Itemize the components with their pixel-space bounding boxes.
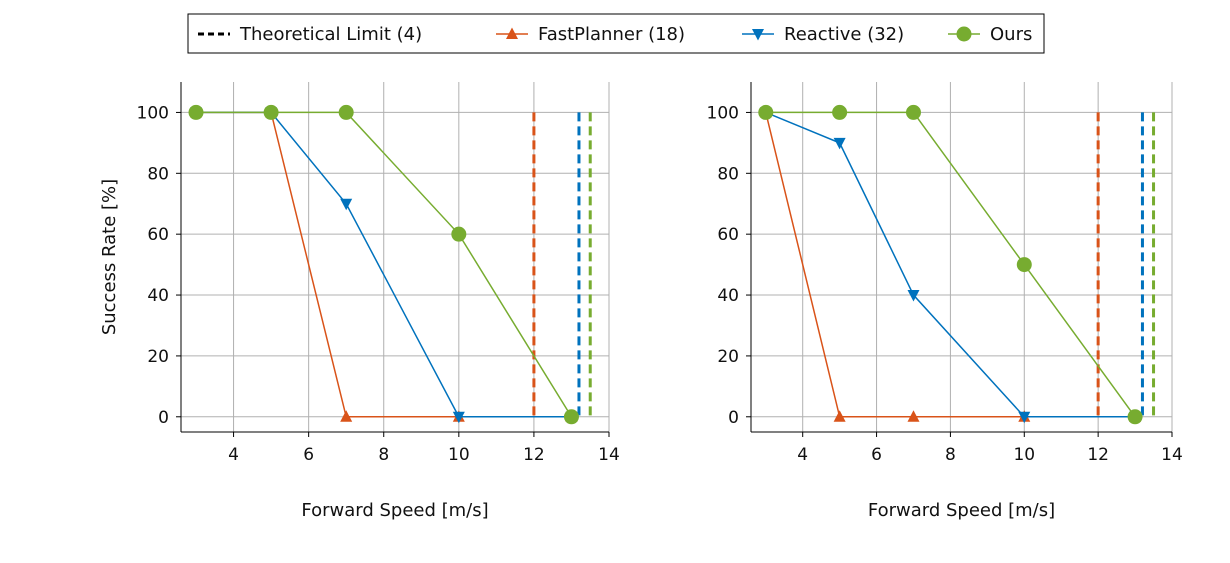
- series-1-point-3: [452, 411, 465, 424]
- series-2-point-0: [188, 104, 204, 120]
- x-tick-label-2: 8: [378, 445, 389, 465]
- series-2-point-4: [1127, 409, 1143, 425]
- series-2-point-0: [758, 104, 774, 120]
- series-1-point-3: [1018, 411, 1031, 424]
- legend-label-2: Reactive (32): [784, 24, 904, 45]
- y-tick-label-3: 60: [717, 225, 739, 245]
- x-tick-label-3: 10: [448, 445, 470, 465]
- x-tick-label-1: 6: [871, 445, 882, 465]
- y-tick-label-3: 60: [147, 225, 169, 245]
- series-2-point-4: [563, 409, 579, 425]
- series-0-point-1: [833, 410, 846, 422]
- y-tick-label-0: 0: [728, 408, 739, 428]
- x-tick-label-2: 8: [945, 445, 956, 465]
- series-2-point-3: [1016, 257, 1032, 273]
- series-2-point-2: [338, 104, 354, 120]
- legend-label-1: FastPlanner (18): [538, 24, 685, 45]
- x-tick-label-3: 10: [1013, 445, 1035, 465]
- y-tick-label-5: 100: [707, 103, 739, 123]
- legend-box: [187, 13, 1045, 54]
- x-tick-label-4: 12: [523, 445, 545, 465]
- series-1-point-2: [907, 290, 920, 302]
- legend-label-0: Theoretical Limit (4): [239, 24, 422, 45]
- y-tick-label-2: 40: [147, 286, 169, 306]
- series-2-point-3: [451, 226, 467, 242]
- chart-panel-left: 4 6 8 10 12 14 0 20 40 60 80 100 Forward Speed [m/s]…: [99, 82, 620, 521]
- x-axis-label: Forward Speed [m/s]: [301, 500, 488, 521]
- series-0-point-2: [907, 410, 920, 422]
- y-tick-label-4: 80: [717, 164, 739, 184]
- y-tick-label-0: 0: [158, 408, 169, 428]
- series-2-point-2: [905, 104, 921, 120]
- x-tick-label-0: 4: [228, 445, 239, 465]
- x-tick-label-0: 4: [797, 445, 808, 465]
- y-axis-label: Success Rate [%]: [99, 179, 120, 335]
- series-0-point-2: [340, 410, 353, 422]
- chart-panel-right: 4 6 8 10 12 14 0 20 40 60 80 100 Forward Speed [m/s]: [707, 82, 1183, 521]
- x-axis-label: Forward Speed [m/s]: [868, 500, 1055, 521]
- x-tick-label-5: 14: [1161, 445, 1183, 465]
- x-tick-label-1: 6: [303, 445, 314, 465]
- y-tick-label-1: 20: [717, 347, 739, 367]
- y-tick-label-4: 80: [147, 164, 169, 184]
- series-2-point-1: [832, 104, 848, 120]
- x-tick-label-5: 14: [598, 445, 620, 465]
- series-2-point-1: [263, 104, 279, 120]
- legend: Theoretical Limit (4) FastPlanner (18) Rea…: [187, 13, 1045, 54]
- series-1-point-1: [833, 137, 846, 150]
- legend-items: Theoretical Limit (4) FastPlanner (18) Rea…: [198, 24, 1032, 45]
- legend-marker-3: [956, 26, 972, 42]
- y-tick-label-1: 20: [147, 347, 169, 367]
- series-1-point-2: [340, 198, 353, 211]
- legend-label-3: Ours: [990, 24, 1032, 45]
- x-tick-label-4: 12: [1087, 445, 1109, 465]
- legend-marker-1: [506, 27, 518, 39]
- y-tick-label-2: 40: [717, 286, 739, 306]
- legend-marker-2: [752, 29, 764, 41]
- y-tick-label-5: 100: [137, 103, 169, 123]
